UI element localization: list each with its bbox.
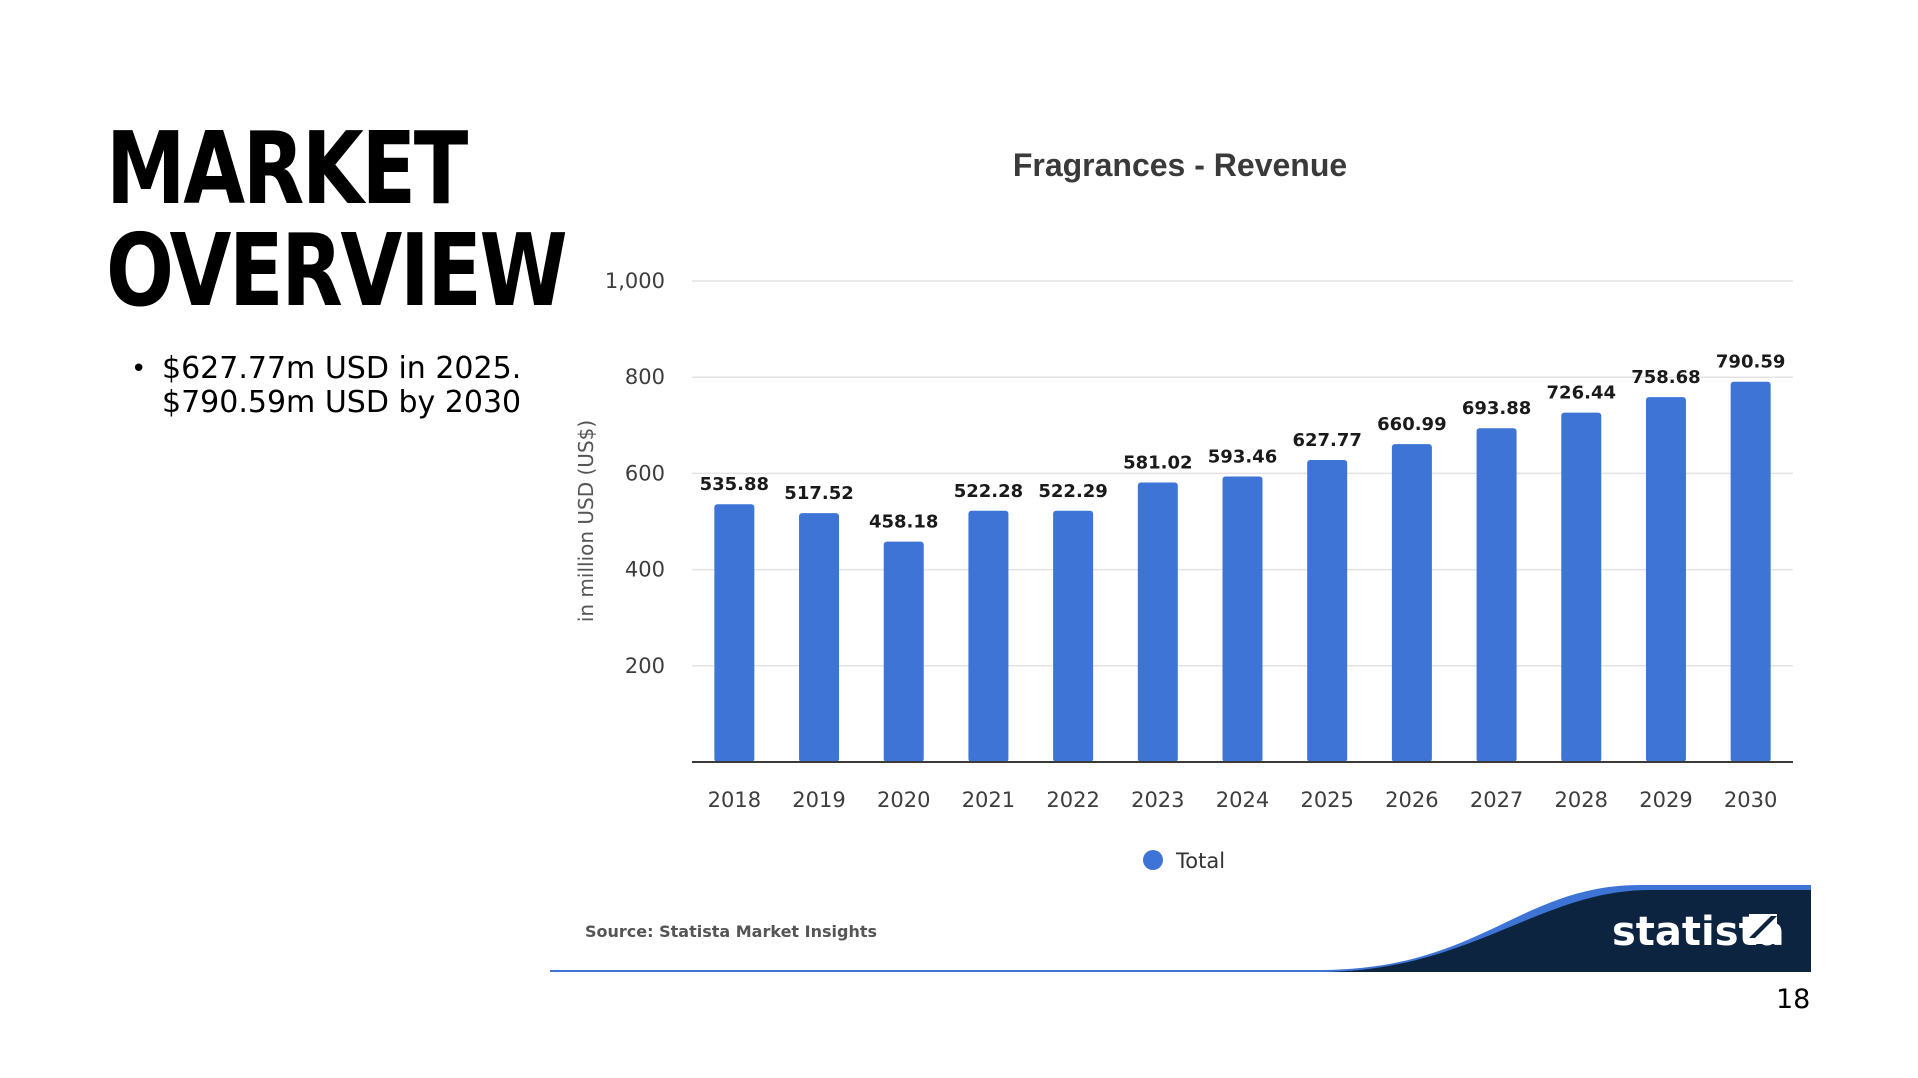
bullet-item: • $627.77m USD in 2025. $790.59m USD by …: [131, 352, 521, 420]
page-number: 18: [1776, 984, 1811, 1015]
slide-title: MARKET OVERVIEW: [106, 118, 568, 322]
bullet-dot: •: [131, 354, 147, 384]
data-label: 458.18: [869, 512, 938, 533]
x-tick-label: 2028: [1555, 788, 1608, 812]
legend-label: Total: [1175, 849, 1225, 873]
bar: [1476, 428, 1517, 762]
legend-marker: [1143, 850, 1163, 870]
bar: [1391, 444, 1432, 762]
x-tick-label: 2026: [1385, 788, 1438, 812]
y-axis-ticks: 200 400 600 800 1,000: [605, 269, 665, 678]
data-label: 758.68: [1631, 367, 1700, 388]
source-note: Source: Statista Market Insights: [585, 922, 877, 941]
grid-lines: [692, 280, 1793, 667]
bars: 535.88 517.52 458.18 522.28 522.29 581.02 593.…: [700, 352, 1785, 762]
bullet-line-1: $627.77m USD in 2025.: [162, 351, 522, 386]
data-label: 660.99: [1377, 414, 1446, 435]
bar: [1307, 460, 1348, 762]
x-tick-label: 2021: [962, 788, 1015, 812]
y-axis-label: in million USD (US$): [574, 420, 598, 622]
bar: [1053, 510, 1094, 762]
bar: [1645, 397, 1686, 762]
data-label: 522.28: [954, 481, 1023, 502]
y-tick-label: 1,000: [605, 269, 665, 293]
bar: [883, 541, 924, 762]
y-tick-label: 200: [625, 654, 665, 678]
bar: [1730, 381, 1771, 762]
data-label: 693.88: [1462, 398, 1531, 419]
data-label: 790.59: [1716, 352, 1785, 373]
data-label: 581.02: [1123, 453, 1192, 474]
x-tick-label: 2023: [1131, 788, 1184, 812]
y-tick-label: 400: [625, 558, 665, 582]
x-tick-label: 2024: [1216, 788, 1269, 812]
x-axis-ticks: 2018 2019 2020 2021 2022 2023 2024 2025 2026 2027…: [708, 788, 1778, 812]
title-line-2: OVERVIEW: [106, 212, 568, 329]
bullet-list: • $627.77m USD in 2025. $790.59m USD by …: [131, 352, 521, 420]
x-tick-label: 2018: [708, 788, 761, 812]
data-label: 593.46: [1208, 447, 1277, 468]
data-label: 522.29: [1038, 481, 1107, 502]
y-tick-label: 800: [625, 365, 665, 389]
bar: [1222, 476, 1263, 762]
y-tick-label: 600: [625, 461, 665, 485]
x-tick-label: 2019: [792, 788, 845, 812]
bar: [968, 510, 1009, 762]
x-tick-label: 2030: [1724, 788, 1777, 812]
chart-title: Fragrances - Revenue: [1013, 147, 1347, 183]
title-line-1: MARKET: [106, 110, 468, 227]
x-tick-label: 2022: [1046, 788, 1099, 812]
data-label: 535.88: [700, 474, 769, 495]
logo-band: [1320, 890, 1811, 972]
x-tick-label: 2020: [877, 788, 930, 812]
logo-mark-icon: [1749, 914, 1777, 944]
bar: [1561, 412, 1602, 762]
x-tick-label: 2025: [1300, 788, 1353, 812]
bar: [1137, 482, 1178, 762]
bar: [714, 504, 755, 762]
legend[interactable]: Total: [1143, 849, 1225, 873]
bullet-line-2: $790.59m USD by 2030: [162, 385, 522, 420]
data-label: 517.52: [784, 483, 853, 504]
x-tick-label: 2029: [1639, 788, 1692, 812]
x-tick-label: 2027: [1470, 788, 1523, 812]
data-label: 726.44: [1547, 383, 1616, 404]
bar: [799, 513, 840, 762]
data-label: 627.77: [1292, 430, 1361, 451]
statista-logo: statista: [550, 885, 1811, 972]
